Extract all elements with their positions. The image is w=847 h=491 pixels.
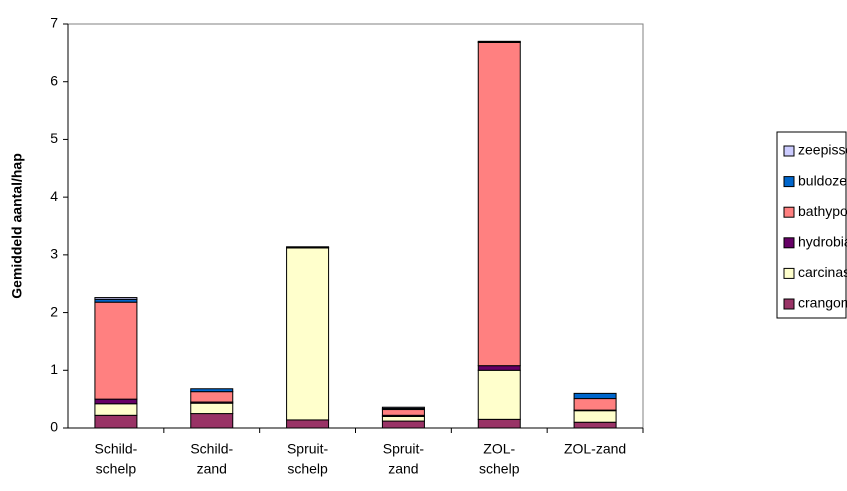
- legend-label: buldozerkkreeftje: [798, 172, 847, 188]
- legend-box: [776, 131, 847, 319]
- bar-segment: [573, 410, 617, 423]
- bar-segment: [94, 301, 138, 400]
- bar-segment: [573, 398, 617, 411]
- legend-swatch: [783, 298, 795, 310]
- bar-segment: [94, 403, 138, 416]
- bar-segment: [477, 418, 521, 429]
- legend-label: bathyporeia: [798, 203, 847, 219]
- y-tick-label: 0: [50, 419, 58, 435]
- x-tick-label: Spruit-: [383, 441, 425, 457]
- legend-label: zeepissebed: [798, 142, 847, 158]
- legend-swatch: [783, 206, 795, 218]
- bar-segment: [477, 365, 521, 371]
- y-tick-label: 6: [50, 72, 58, 88]
- x-tick-label: Schild-: [95, 441, 138, 457]
- bar-segment: [381, 409, 425, 416]
- y-tick-label: 1: [50, 361, 58, 377]
- bar-segment: [190, 402, 234, 415]
- legend-swatch: [783, 267, 795, 279]
- y-tick-label: 5: [50, 130, 58, 146]
- bar-segment: [94, 297, 138, 300]
- x-tick-label: schelp: [479, 461, 520, 477]
- legend-swatch: [783, 145, 795, 157]
- legend-label: crangon: [798, 295, 847, 311]
- bar-segment: [94, 398, 138, 405]
- y-tick-label: 4: [50, 188, 58, 204]
- bar-segment: [381, 415, 425, 422]
- legend-label: hydrobia: [798, 234, 847, 250]
- x-tick-label: Schild-: [190, 441, 233, 457]
- x-tick-label: schelp: [96, 461, 137, 477]
- x-tick-label: Spruit-: [287, 441, 329, 457]
- bar-segment: [286, 246, 330, 248]
- bar-segment: [477, 40, 521, 43]
- x-tick-label: schelp: [287, 461, 328, 477]
- x-tick-label: zand: [388, 461, 418, 477]
- bar-segment: [573, 421, 617, 429]
- legend-swatch: [783, 237, 795, 249]
- bar-segment: [190, 413, 234, 429]
- bar-segment: [190, 388, 234, 393]
- legend-label: carcinas: [798, 264, 847, 280]
- bar-segment: [381, 420, 425, 429]
- x-tick-label: ZOL-zand: [564, 441, 626, 457]
- x-tick-label: zand: [197, 461, 227, 477]
- y-tick-label: 2: [50, 303, 58, 319]
- bar-segment: [573, 392, 617, 400]
- x-tick-label: ZOL-: [483, 441, 515, 457]
- bar-segment: [286, 247, 330, 421]
- bar-segment: [190, 391, 234, 403]
- y-tick-label: 7: [50, 15, 58, 31]
- bar-segment: [381, 406, 425, 409]
- bar-segment: [477, 369, 521, 420]
- bar-segment: [477, 41, 521, 367]
- bar-segment: [94, 414, 138, 429]
- plot-frame: [67, 23, 644, 429]
- y-tick-label: 3: [50, 246, 58, 262]
- bar-segment: [286, 419, 330, 429]
- y-axis-label: Gemiddeld aantal/hap: [9, 153, 25, 298]
- legend-swatch: [783, 176, 795, 188]
